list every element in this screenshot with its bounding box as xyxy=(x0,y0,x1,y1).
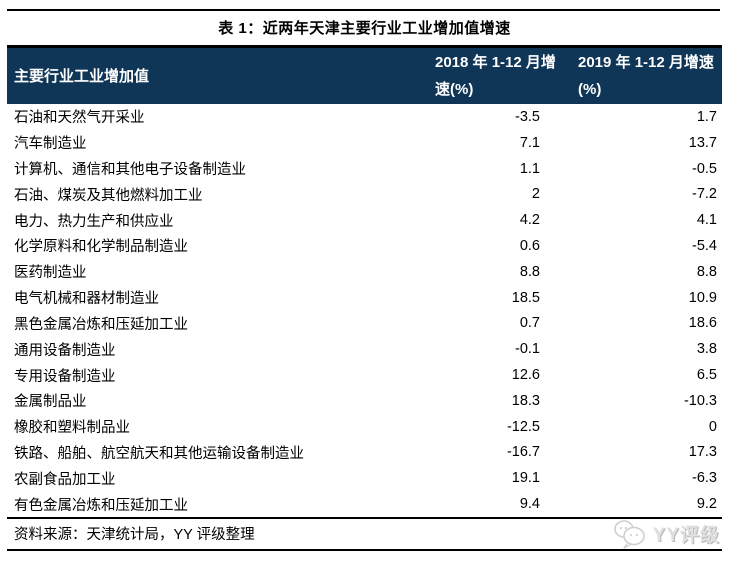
table-header-row: 主要行业工业增加值 2018 年 1-12 月增速(%) 2019 年 1-12… xyxy=(7,48,722,104)
cell-industry: 化学原料和化学制品制造业 xyxy=(14,239,188,256)
cell-2019-growth: 8.8 xyxy=(696,263,717,280)
cell-2019-growth: 18.6 xyxy=(688,315,717,332)
table-row: 有色金属冶炼和压延加工业 9.4 9.2 xyxy=(7,491,722,517)
cell-industry: 医药制造业 xyxy=(14,265,87,282)
watermark-label: YY评级 xyxy=(652,525,720,546)
cell-2018-growth: 7.1 xyxy=(519,134,540,151)
table-row: 橡胶和塑料制品业 -12.5 0 xyxy=(7,414,722,440)
cell-industry: 石油和天然气开采业 xyxy=(14,110,145,127)
column-header-industry: 主要行业工业增加值 xyxy=(14,67,150,85)
cell-2019-growth: -6.3 xyxy=(692,470,717,487)
cell-industry: 铁路、船舶、航空航天和其他运输设备制造业 xyxy=(14,445,304,462)
table-row: 汽车制造业 7.1 13.7 xyxy=(7,130,722,156)
table-row: 石油、煤炭及其他燃料加工业 2 -7.2 xyxy=(7,181,722,207)
cell-2019-growth: 1.7 xyxy=(696,108,717,125)
cell-2019-growth: 10.9 xyxy=(688,289,717,306)
cell-2019-growth: -5.4 xyxy=(692,237,717,254)
cell-2018-growth: 0.7 xyxy=(519,315,540,332)
cell-industry: 黑色金属冶炼和压延加工业 xyxy=(14,316,188,333)
cell-2018-growth: 4.2 xyxy=(519,212,540,229)
yy-rating-logo-icon xyxy=(613,519,645,549)
cell-2019-growth: 9.2 xyxy=(696,496,717,513)
cell-2019-growth: 13.7 xyxy=(688,134,717,151)
cell-2018-growth: 1.1 xyxy=(519,160,540,177)
cell-industry: 汽车制造业 xyxy=(14,136,87,153)
cell-2019-growth: -7.2 xyxy=(692,186,717,203)
watermark: YY评级 xyxy=(612,519,722,549)
cell-2018-growth: -3.5 xyxy=(515,108,540,125)
cell-industry: 通用设备制造业 xyxy=(14,342,116,359)
cell-2018-growth: 2 xyxy=(531,186,540,203)
cell-2018-growth: 18.3 xyxy=(511,392,540,409)
column-header-2019-growth: 2019 年 1-12 月增速(%) xyxy=(578,54,714,98)
cell-industry: 金属制品业 xyxy=(14,394,87,411)
table-row: 金属制品业 18.3 -10.3 xyxy=(7,388,722,414)
cell-2018-growth: 12.6 xyxy=(511,367,540,384)
cell-industry: 电气机械和器材制造业 xyxy=(14,291,159,308)
column-header-2018-growth: 2018 年 1-12 月增速(%) xyxy=(435,54,556,98)
table-title: 表 1：近两年天津主要行业工业增加值增速 xyxy=(218,20,511,37)
table-row: 专用设备制造业 12.6 6.5 xyxy=(7,362,722,388)
cell-2019-growth: 0 xyxy=(708,418,717,435)
cell-2019-growth: -10.3 xyxy=(683,392,717,409)
cell-2018-growth: 19.1 xyxy=(511,470,540,487)
cell-2018-growth: 0.6 xyxy=(519,237,540,254)
table-row: 石油和天然气开采业 -3.5 1.7 xyxy=(7,104,722,130)
table-row: 电力、热力生产和供应业 4.2 4.1 xyxy=(7,207,722,233)
cell-industry: 专用设备制造业 xyxy=(14,368,116,385)
cell-2019-growth: 3.8 xyxy=(696,341,717,358)
table-row: 电气机械和器材制造业 18.5 10.9 xyxy=(7,285,722,311)
table-row: 黑色金属冶炼和压延加工业 0.7 18.6 xyxy=(7,311,722,337)
cell-industry: 农副食品加工业 xyxy=(14,471,116,488)
source-note: 资料来源：天津统计局，YY 评级整理 xyxy=(14,527,255,543)
table-row: 铁路、船舶、航空航天和其他运输设备制造业 -16.7 17.3 xyxy=(7,440,722,466)
cell-industry: 石油、煤炭及其他燃料加工业 xyxy=(14,187,203,204)
cell-industry: 电力、热力生产和供应业 xyxy=(14,213,174,230)
cell-2018-growth: 18.5 xyxy=(511,289,540,306)
cell-2018-growth: 8.8 xyxy=(519,263,540,280)
table-row: 计算机、通信和其他电子设备制造业 1.1 -0.5 xyxy=(7,156,722,182)
cell-2019-growth: 17.3 xyxy=(688,444,717,461)
table-row: 化学原料和化学制品制造业 0.6 -5.4 xyxy=(7,233,722,259)
cell-2019-growth: 6.5 xyxy=(696,367,717,384)
cell-2018-growth: 9.4 xyxy=(519,496,540,513)
cell-2018-growth: -0.1 xyxy=(515,341,540,358)
table-row: 农副食品加工业 19.1 -6.3 xyxy=(7,465,722,491)
cell-2019-growth: 4.1 xyxy=(696,212,717,229)
bottom-divider xyxy=(7,549,722,551)
top-divider xyxy=(7,9,720,11)
cell-2019-growth: -0.5 xyxy=(692,160,717,177)
table-body: 石油和天然气开采业 -3.5 1.7 汽车制造业 7.1 13.7 计算机、通信和其他电子设… xyxy=(7,104,722,517)
footer-row: 资料来源：天津统计局，YY 评级整理 YY评级 xyxy=(7,518,722,549)
cell-2018-growth: -16.7 xyxy=(506,444,540,461)
table-row: 通用设备制造业 -0.1 3.8 xyxy=(7,336,722,362)
cell-industry: 橡胶和塑料制品业 xyxy=(14,420,130,437)
industry-growth-table: 主要行业工业增加值 2018 年 1-12 月增速(%) 2019 年 1-12… xyxy=(7,45,722,519)
table-row: 医药制造业 8.8 8.8 xyxy=(7,259,722,285)
cell-industry: 有色金属冶炼和压延加工业 xyxy=(14,497,188,514)
cell-industry: 计算机、通信和其他电子设备制造业 xyxy=(14,162,246,179)
cell-2018-growth: -12.5 xyxy=(506,418,540,435)
